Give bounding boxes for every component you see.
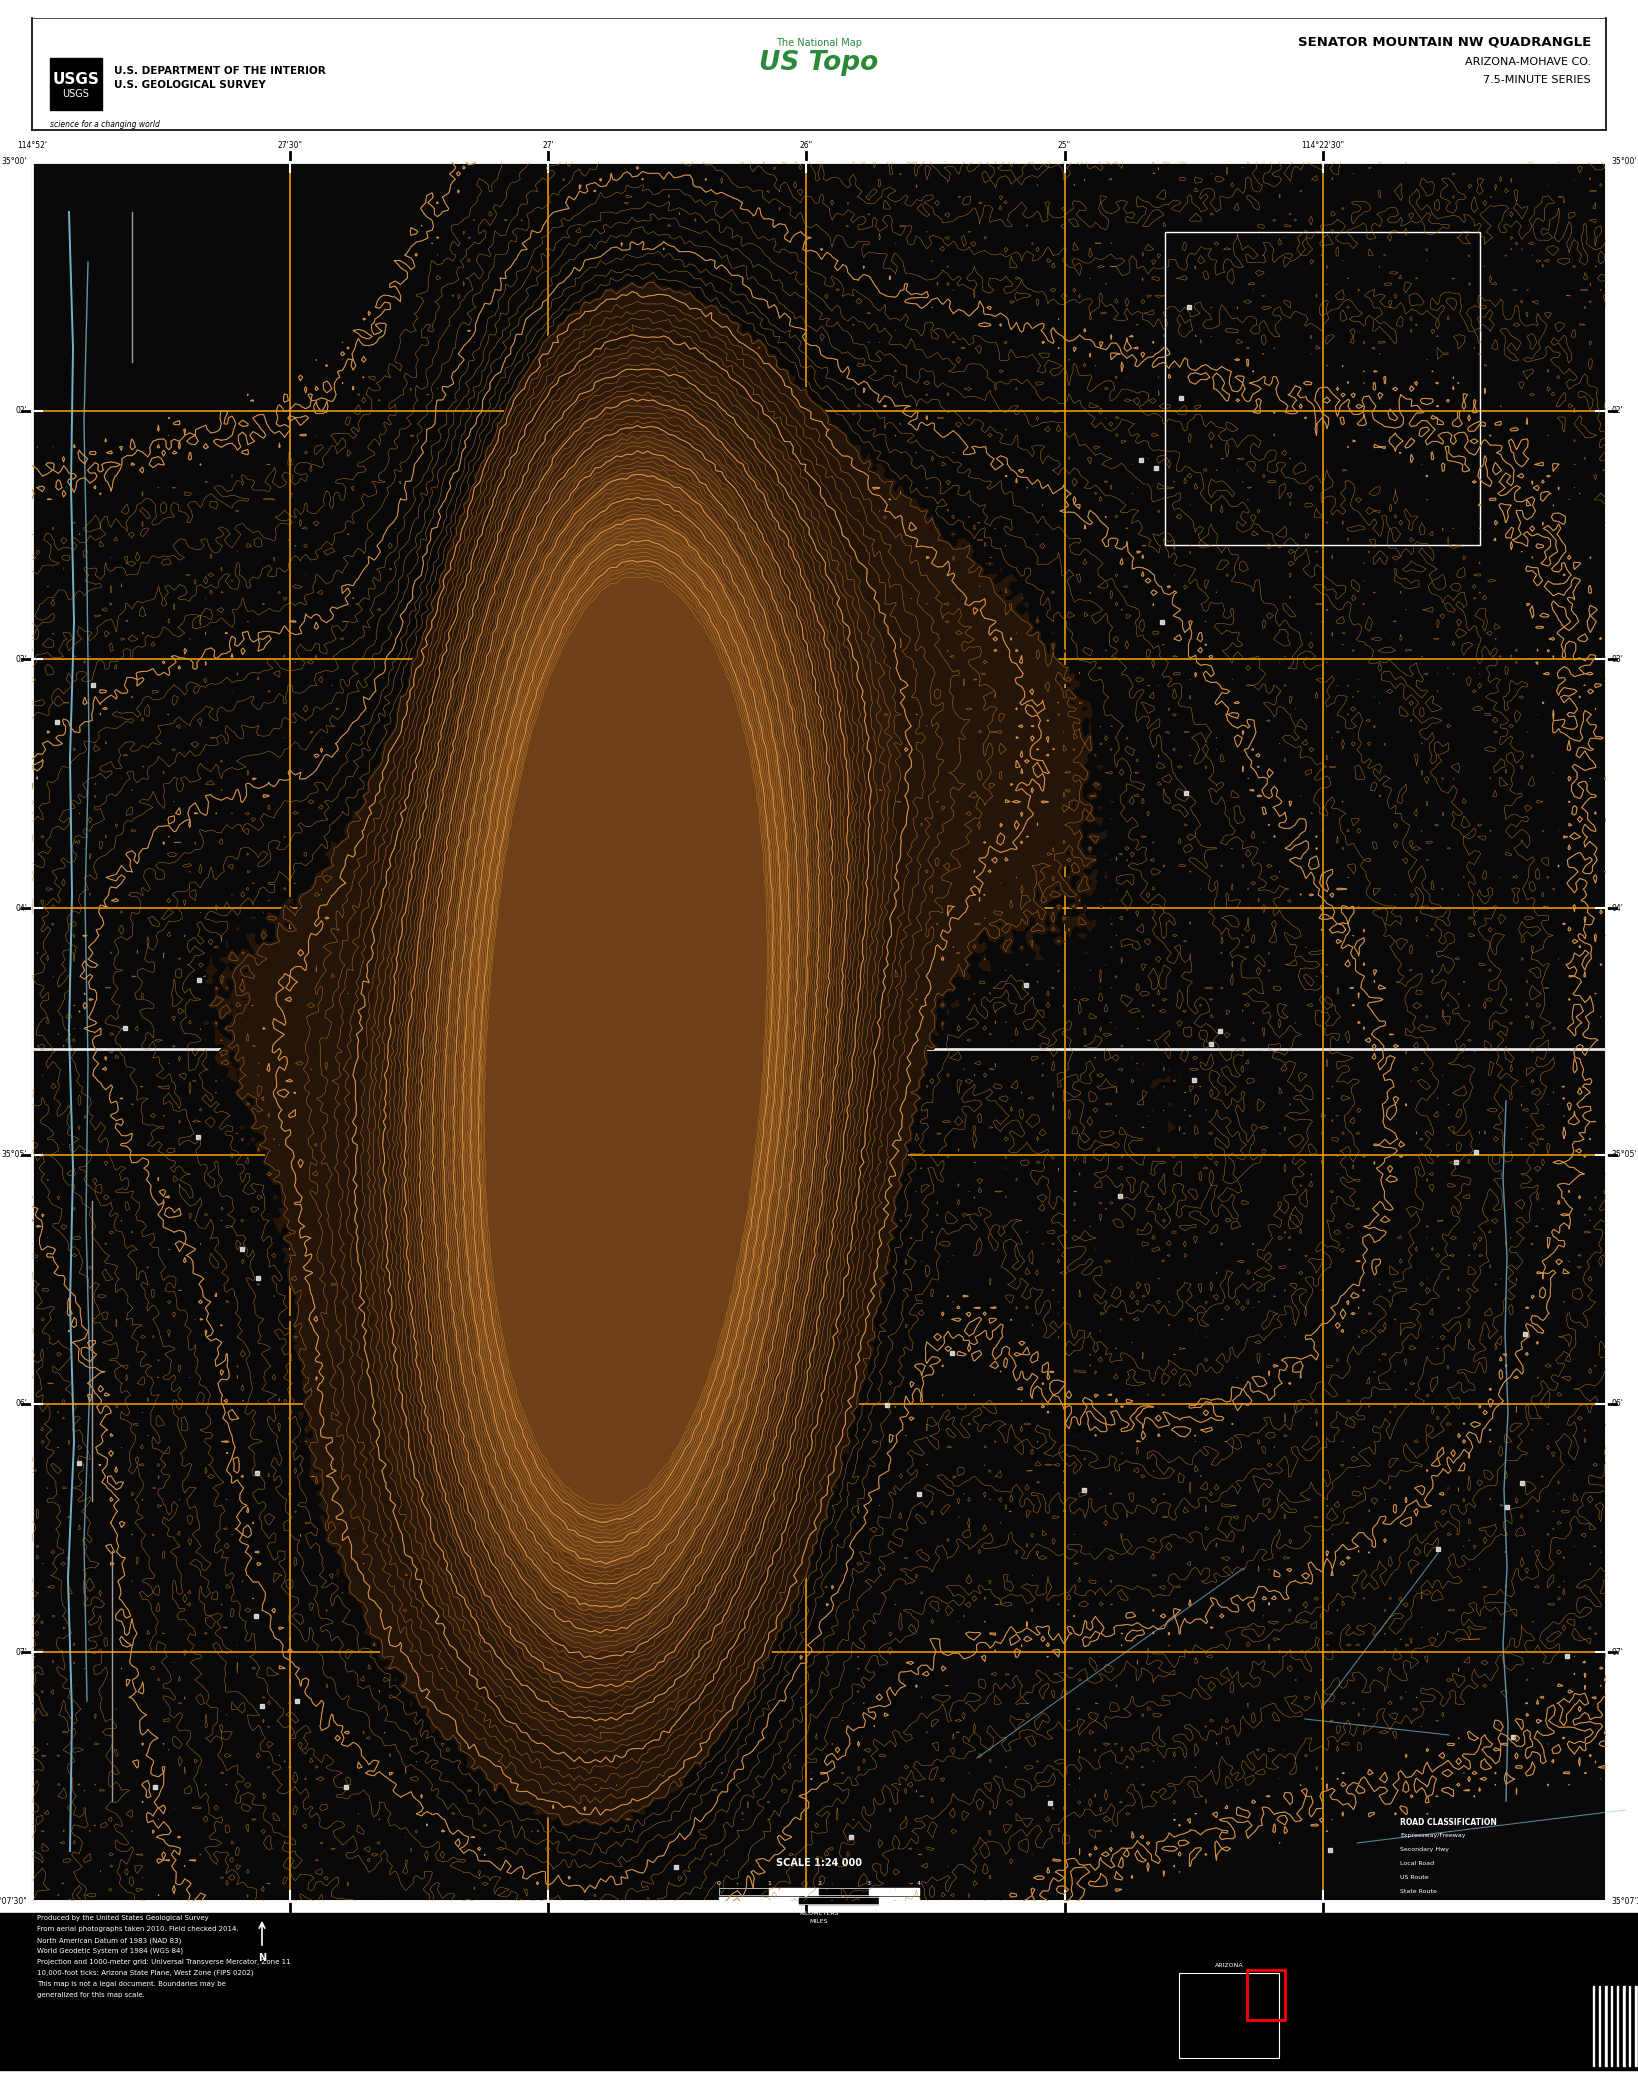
Text: The National Map: The National Map	[776, 38, 862, 48]
Text: Local Road: Local Road	[1400, 1860, 1435, 1867]
Bar	[0, 2069, 1638, 2088]
Text: 04': 04'	[1612, 904, 1623, 912]
Text: Expressway/Freeway: Expressway/Freeway	[1400, 1833, 1466, 1837]
Text: 35°05': 35°05'	[2, 1150, 26, 1159]
Text: 35°00': 35°00'	[1612, 157, 1636, 167]
Bar	[880, 1898, 919, 1904]
Text: SENATOR MOUNTAIN NW QUADRANGLE: SENATOR MOUNTAIN NW QUADRANGLE	[1297, 35, 1590, 48]
Text: ARIZONA-MOHAVE CO.: ARIZONA-MOHAVE CO.	[1464, 56, 1590, 67]
Text: US Topo: US Topo	[760, 50, 878, 75]
Text: 02': 02'	[1612, 407, 1623, 416]
Text: 114°52': 114°52'	[16, 142, 48, 150]
Bar	[768, 1888, 819, 1896]
Text: 06': 06'	[15, 1399, 26, 1407]
Bar	[799, 1898, 880, 1904]
Text: 35°00': 35°00'	[2, 157, 26, 167]
Text: 27'30": 27'30"	[277, 142, 303, 150]
Text: ARIZONA: ARIZONA	[1215, 1963, 1243, 1969]
Text: World Geodetic System of 1984 (WGS 84): World Geodetic System of 1984 (WGS 84)	[38, 1948, 183, 1954]
Text: MILES: MILES	[809, 1919, 829, 1923]
Bar	[1605, 1986, 1609, 2065]
Bar	[1627, 1986, 1630, 2065]
Text: generalized for this map scale.: generalized for this map scale.	[38, 1992, 144, 1998]
Text: 7.5-MINUTE SERIES: 7.5-MINUTE SERIES	[1484, 75, 1590, 86]
Text: State Route: State Route	[1400, 1890, 1438, 1894]
Text: 03': 03'	[1612, 656, 1623, 664]
Bar	[819, 1888, 870, 1896]
Text: SCALE 1:24 000: SCALE 1:24 000	[776, 1858, 862, 1869]
Text: 26": 26"	[799, 142, 812, 150]
Text: 25": 25"	[1058, 1913, 1071, 1921]
Text: 07': 07'	[15, 1647, 26, 1656]
Text: North American Datum of 1983 (NAD 83): North American Datum of 1983 (NAD 83)	[38, 1938, 182, 1944]
Bar	[0, 1913, 1638, 2088]
Text: 3: 3	[867, 1881, 871, 1885]
Bar	[1609, 1986, 1610, 2065]
Bar	[51, 58, 102, 111]
Text: 114°52'30": 114°52'30"	[10, 1913, 54, 1921]
Bar	[33, 163, 1605, 1900]
Text: N: N	[257, 1952, 265, 1963]
Bar	[1620, 1986, 1622, 2065]
Text: 07': 07'	[1612, 1647, 1623, 1656]
Bar	[1247, 1969, 1284, 2019]
Text: 03': 03'	[15, 656, 26, 664]
Text: science for a changing world: science for a changing world	[51, 119, 161, 129]
Text: ROAD CLASSIFICATION: ROAD CLASSIFICATION	[1400, 1819, 1497, 1827]
Text: 4: 4	[917, 1881, 921, 1885]
Bar	[719, 1888, 768, 1896]
Text: 26": 26"	[799, 1913, 812, 1921]
Text: 35°07'30": 35°07'30"	[0, 1896, 26, 1906]
Text: 27'30": 27'30"	[277, 1913, 303, 1921]
Bar	[719, 1888, 919, 1896]
Text: 114°22'30": 114°22'30"	[1301, 1913, 1345, 1921]
Text: 1: 1	[767, 1881, 771, 1885]
Text: 35°07'30": 35°07'30"	[1612, 1896, 1638, 1906]
Text: USGS: USGS	[62, 90, 90, 98]
Text: U.S. DEPARTMENT OF THE INTERIOR: U.S. DEPARTMENT OF THE INTERIOR	[115, 67, 326, 75]
Bar	[1165, 232, 1481, 545]
Text: U.S. GEOLOGICAL SURVEY: U.S. GEOLOGICAL SURVEY	[115, 79, 265, 90]
Text: KILOMETERS: KILOMETERS	[799, 1911, 839, 1917]
Text: 35°05': 35°05'	[1612, 1150, 1636, 1159]
Text: 27': 27'	[542, 1913, 554, 1921]
Bar	[0, 0, 1638, 129]
Bar	[1635, 1986, 1636, 2065]
Text: APACHE PEAK
WILDERNESS
STUDY AREA: APACHE PEAK WILDERNESS STUDY AREA	[349, 827, 408, 860]
Text: Produced by the United States Geological Survey: Produced by the United States Geological…	[38, 1915, 208, 1921]
Text: 27': 27'	[542, 142, 554, 150]
Bar	[1623, 1986, 1627, 2065]
Text: 10,000-foot ticks: Arizona State Plane, West Zone (FIPS 0202): 10,000-foot ticks: Arizona State Plane, …	[38, 1969, 254, 1977]
Text: 04': 04'	[15, 904, 26, 912]
Bar	[719, 1898, 799, 1904]
Text: US Route: US Route	[1400, 1875, 1428, 1879]
Bar	[1179, 1973, 1279, 2059]
Text: 25": 25"	[1058, 142, 1071, 150]
Text: Secondary Hwy: Secondary Hwy	[1400, 1848, 1450, 1852]
Bar	[0, 1915, 1638, 2069]
Bar	[719, 1898, 919, 1904]
Bar	[870, 1888, 919, 1896]
Text: USGS: USGS	[52, 73, 100, 88]
Text: From aerial photographs taken 2010. Field checked 2014.: From aerial photographs taken 2010. Fiel…	[38, 1925, 239, 1931]
Text: 114°22'30": 114°22'30"	[1301, 142, 1345, 150]
Text: 06': 06'	[1612, 1399, 1623, 1407]
Bar	[0, 0, 1638, 19]
Text: 2: 2	[817, 1881, 821, 1885]
Bar	[1613, 1986, 1617, 2065]
Bar	[33, 163, 1605, 1900]
Text: Projection and 1000-meter grid: Universal Transverse Mercator, Zone 11: Projection and 1000-meter grid: Universa…	[38, 1959, 290, 1965]
Text: This map is not a legal document. Boundaries may be: This map is not a legal document. Bounda…	[38, 1982, 226, 1988]
Text: 02': 02'	[15, 407, 26, 416]
Text: 0: 0	[717, 1881, 721, 1885]
Bar	[1595, 1986, 1599, 2065]
